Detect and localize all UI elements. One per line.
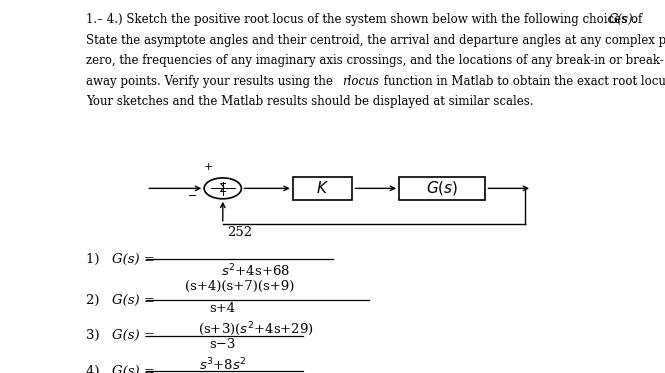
Text: State the asymptote angles and their centroid, the arrival and departure angles : State the asymptote angles and their cen… <box>86 34 665 47</box>
Text: s−3: s−3 <box>209 338 236 351</box>
Text: zero, the frequencies of any imaginary axis crossings, and the locations of any : zero, the frequencies of any imaginary a… <box>86 54 664 67</box>
Text: function in Matlab to obtain the exact root locus.: function in Matlab to obtain the exact r… <box>380 75 665 88</box>
Text: G(s) =: G(s) = <box>112 253 155 266</box>
Text: G(s) =: G(s) = <box>112 365 155 373</box>
Text: 1.– 4.) Sketch the positive root locus of the system shown below with the follow: 1.– 4.) Sketch the positive root locus o… <box>86 13 646 26</box>
Text: +: + <box>203 162 213 172</box>
Text: 4): 4) <box>86 365 104 373</box>
Text: $s^2$+4s+68: $s^2$+4s+68 <box>221 263 291 280</box>
Text: rlocus: rlocus <box>342 75 378 88</box>
Text: (s+3)($s^2$+4s+29): (s+3)($s^2$+4s+29) <box>198 321 314 338</box>
Text: G(s).: G(s). <box>608 13 637 26</box>
Text: 252: 252 <box>227 226 252 239</box>
Text: −: − <box>188 191 198 201</box>
Text: G(s) =: G(s) = <box>112 294 155 307</box>
Text: $G(s)$: $G(s)$ <box>426 179 458 197</box>
Text: $K$: $K$ <box>316 181 329 196</box>
Text: 1): 1) <box>86 253 104 266</box>
Text: Your sketches and the Matlab results should be displayed at similar scales.: Your sketches and the Matlab results sho… <box>86 95 534 108</box>
Text: 3): 3) <box>86 329 104 342</box>
Text: $s^3$+8$s^2$: $s^3$+8$s^2$ <box>199 356 247 373</box>
FancyBboxPatch shape <box>399 177 485 200</box>
Text: $\Sigma$: $\Sigma$ <box>218 182 227 195</box>
Text: G(s) =: G(s) = <box>112 329 155 342</box>
Text: s+4: s+4 <box>209 302 236 315</box>
Text: away points. Verify your results using the: away points. Verify your results using t… <box>86 75 337 88</box>
Text: (s+4)(s+7)(s+9): (s+4)(s+7)(s+9) <box>185 280 294 293</box>
FancyBboxPatch shape <box>293 177 352 200</box>
Text: 2): 2) <box>86 294 104 307</box>
